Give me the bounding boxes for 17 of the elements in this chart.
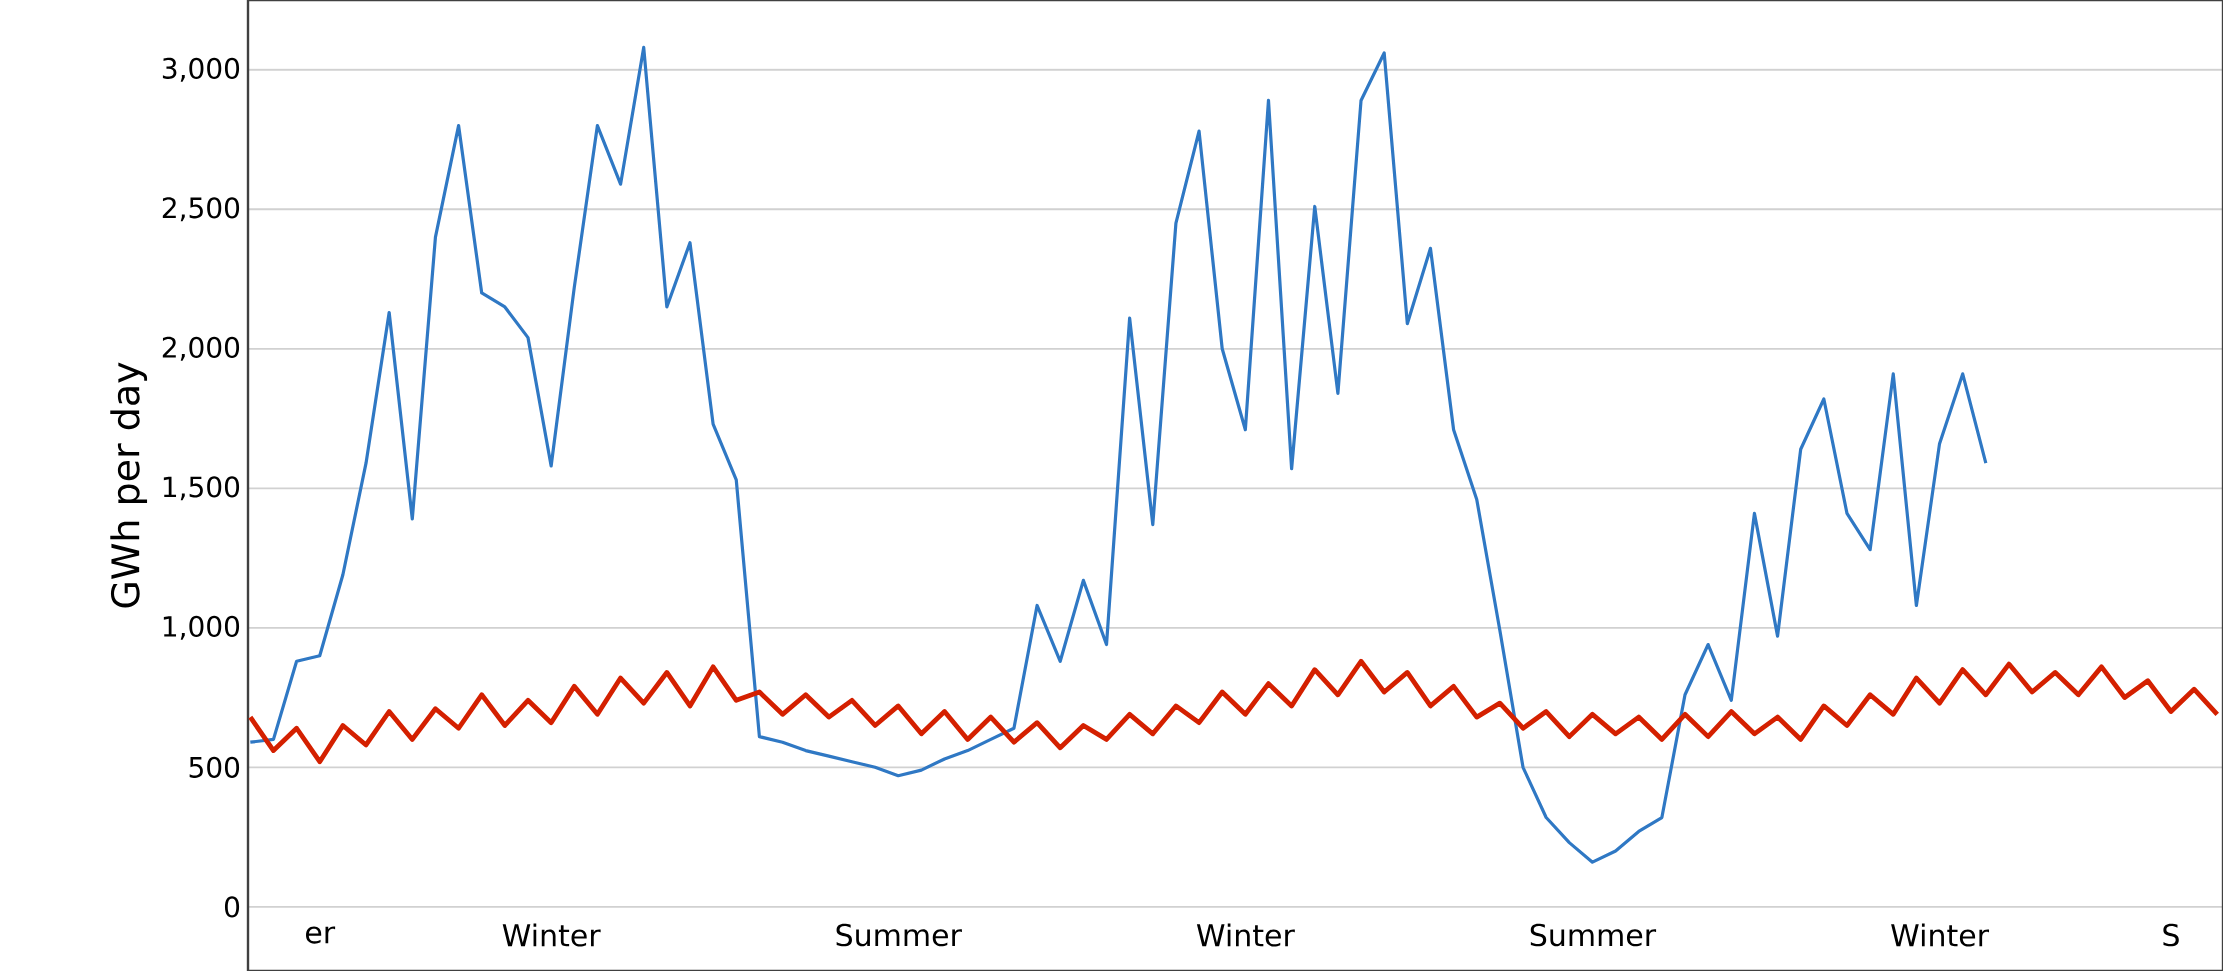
line-series: [248, 45, 1988, 864]
y-tick-label: 0: [224, 896, 240, 918]
line-series: [248, 658, 2220, 765]
x-tick-label: Summer: [1530, 923, 1657, 947]
y-tick-label: 2,000: [162, 336, 240, 361]
y-tick-label: 500: [189, 756, 240, 778]
x-tick-label: S: [2163, 923, 2179, 947]
x-tick-label: Winter: [502, 923, 601, 947]
x-tick-label: er: [306, 926, 336, 944]
y-tick-label: 2,500: [162, 197, 240, 222]
x-tick-label: Winter: [1196, 923, 1295, 947]
x-tick-label: Summer: [836, 923, 962, 947]
y-tick-label: 1,500: [163, 476, 240, 501]
x-tick-label: Winter: [1891, 923, 1990, 947]
y-tick-label: 1,000: [163, 615, 240, 640]
y-tick-label: 3,000: [162, 57, 240, 82]
y-axis-title: GWh per day: [110, 362, 148, 608]
